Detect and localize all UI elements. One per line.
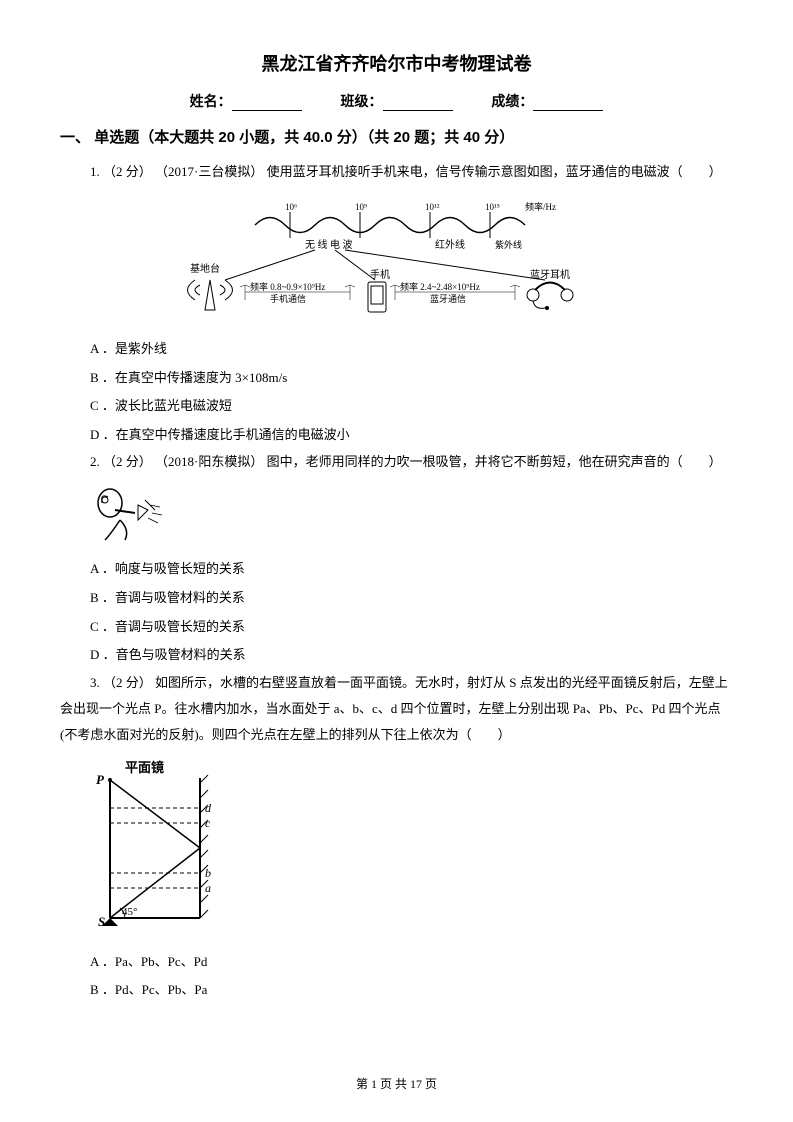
svg-text:b: b	[205, 866, 211, 880]
svg-text:紫外线: 紫外线	[495, 239, 522, 250]
question-2: 2. （2 分） （2018·阳东模拟） 图中，老师用同样的力吹一根吸管，并将它…	[90, 449, 733, 475]
q3-option-a: A ．Pa、Pb、Pc、Pd	[90, 948, 733, 977]
q1-points: （2 分）	[103, 164, 152, 179]
score-blank[interactable]	[533, 110, 603, 111]
q2-prefix: 2.	[90, 454, 100, 469]
svg-text:P: P	[96, 772, 105, 787]
page-footer: 第 1 页 共 17 页	[0, 1075, 793, 1092]
svg-text:10⁹: 10⁹	[355, 202, 367, 212]
name-label: 姓名：	[190, 91, 232, 111]
q2-points: （2 分）	[103, 454, 152, 469]
svg-text:平面镜: 平面镜	[125, 760, 164, 775]
svg-text:S: S	[98, 914, 105, 929]
section-heading: 一、 单选题（本大题共 20 小题，共 40.0 分）（共 20 题；共 40 …	[60, 126, 733, 147]
score-label: 成绩：	[491, 91, 533, 111]
section-number: 一、	[60, 129, 90, 146]
q2-option-a: A ．响度与吸管长短的关系	[90, 555, 733, 584]
svg-text:蓝牙通信: 蓝牙通信	[430, 293, 466, 304]
q3-text: 如图所示，水槽的右壁竖直放着一面平面镜。无水时，射灯从 S 点发出的光经平面镜反…	[60, 675, 728, 742]
svg-text:蓝牙耳机: 蓝牙耳机	[530, 268, 570, 281]
q1-option-b: B ．在真空中传播速度为 3×108m/s	[90, 364, 733, 393]
q1-option-c: C ．波长比蓝光电磁波短	[90, 392, 733, 421]
q3-option-b: B ．Pd、Pc、Pb、Pa	[90, 976, 733, 1005]
student-info-row: 姓名： 班级： 成绩：	[60, 91, 733, 111]
svg-text:基地台: 基地台	[190, 262, 220, 275]
question-3: 3. （2 分） 如图所示，水槽的右壁竖直放着一面平面镜。无水时，射灯从 S 点…	[60, 670, 733, 748]
q2-option-b: B ．音调与吸管材料的关系	[90, 584, 733, 613]
svg-text:手机: 手机	[370, 268, 390, 281]
q1-option-a: A ．是紫外线	[90, 335, 733, 364]
svg-text:10¹⁵: 10¹⁵	[485, 202, 500, 212]
question-1: 1. （2 分） （2017·三台模拟） 使用蓝牙耳机接听手机来电，信号传输示意…	[90, 159, 733, 185]
section-title: 单选题（本大题共 20 小题，共 40.0 分）（共 20 题；共 40 分）	[94, 129, 514, 146]
page-title: 黑龙江省齐齐哈尔市中考物理试卷	[60, 50, 733, 76]
svg-text:手机通信: 手机通信	[270, 293, 306, 304]
svg-text:a: a	[205, 881, 211, 895]
q1-text: 使用蓝牙耳机接听手机来电，信号传输示意图如图，蓝牙通信的电磁波（ ）	[267, 164, 722, 179]
svg-text:c: c	[205, 816, 211, 830]
svg-text:10¹²: 10¹²	[425, 202, 440, 212]
q1-prefix: 1.	[90, 164, 100, 179]
svg-text:频率 2.4~2.48×10⁹Hz: 频率 2.4~2.48×10⁹Hz	[400, 281, 480, 292]
q2-option-c: C ．音调与吸管长短的关系	[90, 613, 733, 642]
q2-option-d: D ．音色与吸管材料的关系	[90, 641, 733, 670]
svg-text:红外线: 红外线	[435, 238, 465, 251]
q2-source: （2018·阳东模拟）	[155, 454, 263, 469]
class-blank[interactable]	[383, 110, 453, 111]
q2-diagram	[90, 485, 170, 545]
class-label: 班级：	[341, 91, 383, 111]
q3-diagram: 平面镜 P S d c b a 45°	[90, 758, 240, 938]
svg-text:频率/Hz: 频率/Hz	[525, 201, 556, 212]
q2-text: 图中，老师用同样的力吹一根吸管，并将它不断剪短，他在研究声音的（ ）	[267, 454, 722, 469]
q1-diagram: 10⁶ 10⁹ 10¹² 10¹⁵ 频率/Hz 无 线 电 波 红外线 紫外线 …	[160, 195, 630, 325]
svg-text:频率 0.8~0.9×10⁹Hz: 频率 0.8~0.9×10⁹Hz	[250, 281, 325, 292]
svg-text:45°: 45°	[122, 906, 137, 918]
q3-points: （2 分）	[103, 675, 152, 690]
q1-source: （2017·三台模拟）	[155, 164, 263, 179]
svg-text:10⁶: 10⁶	[285, 202, 297, 212]
q1-option-d: D ．在真空中传播速度比手机通信的电磁波小	[90, 421, 733, 450]
svg-text:无 线 电 波: 无 线 电 波	[305, 238, 353, 251]
name-blank[interactable]	[232, 110, 302, 111]
svg-text:d: d	[205, 801, 212, 815]
q3-prefix: 3.	[90, 675, 100, 690]
